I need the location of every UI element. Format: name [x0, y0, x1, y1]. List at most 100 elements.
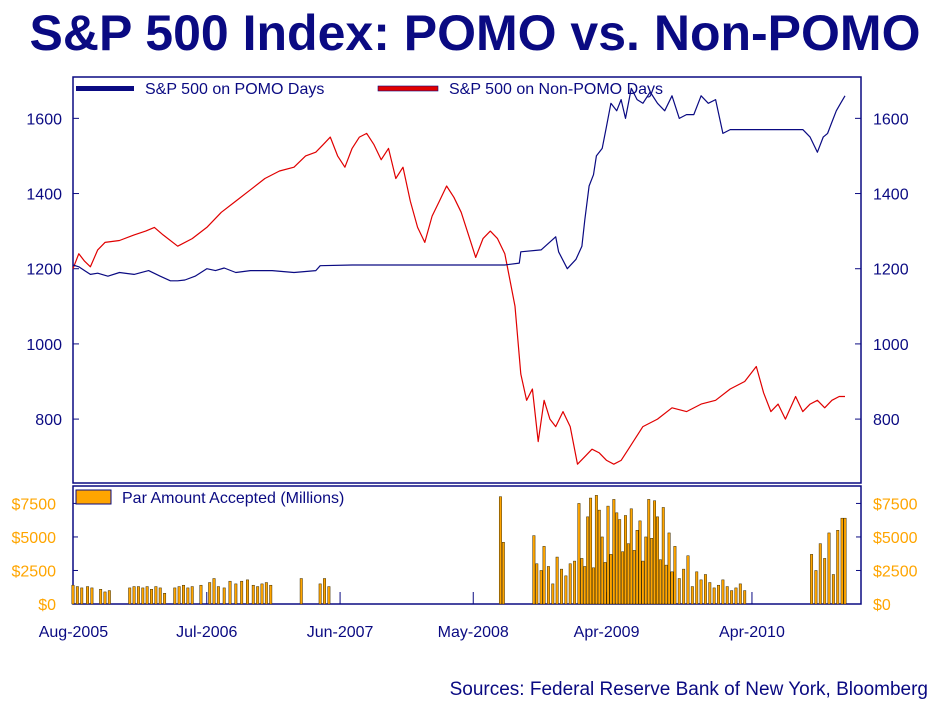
bar [661, 507, 665, 605]
bar-y-tick-label-right: $2500 [873, 563, 918, 580]
bar [103, 591, 107, 605]
bar [583, 566, 587, 605]
bar [840, 517, 844, 605]
bar [234, 583, 238, 605]
y-tick-label-left: 1000 [26, 337, 62, 354]
bar [673, 546, 677, 605]
bar [99, 589, 103, 605]
bar [299, 578, 303, 605]
x-axis: Aug-2005 Jul-2006 Jun-2007 May-2008 Apr-2009… [39, 592, 785, 641]
bar [597, 509, 601, 605]
y-tick-label-right: 1600 [873, 111, 909, 128]
bar [699, 579, 703, 605]
bar [603, 562, 607, 605]
bar [743, 590, 747, 605]
bar [163, 593, 167, 605]
legend-label-par-amount: Par Amount Accepted (Millions) [122, 490, 344, 507]
bar [580, 558, 584, 605]
bar [199, 584, 203, 605]
bar [501, 542, 505, 605]
bar [586, 516, 590, 605]
main-plot-frame [72, 76, 862, 484]
bar-y-tick-label-right: $5000 [873, 530, 918, 547]
bar [677, 578, 681, 605]
bar [703, 574, 707, 605]
bar [71, 584, 75, 605]
x-tick-label: Aug-2005 [39, 624, 108, 641]
bar [656, 516, 659, 605]
bar [641, 560, 645, 605]
bar [609, 554, 613, 605]
legend-label-non-pomo: S&P 500 on Non-POMO Days [449, 81, 663, 98]
bar [594, 495, 598, 605]
bar [190, 586, 194, 605]
bar [80, 587, 84, 605]
legend-label-pomo: S&P 500 on POMO Days [145, 81, 324, 98]
main-y-axis: 800 800 1000 1000 1200 1200 1400 1400 1600 1600 [26, 111, 908, 429]
bar [318, 583, 322, 605]
bar [551, 583, 555, 605]
bar [327, 586, 331, 605]
bar [621, 551, 625, 605]
bar [670, 571, 674, 605]
par-amount-bars [71, 495, 847, 605]
bar [145, 586, 149, 605]
bar [664, 564, 668, 605]
x-tick-label: Jul-2006 [176, 624, 237, 641]
bar-y-tick-label-left: $7500 [12, 496, 57, 513]
bar [560, 568, 563, 605]
bar [323, 578, 326, 605]
bar [836, 530, 840, 605]
bar [589, 497, 593, 605]
bar [712, 587, 716, 605]
bar [686, 555, 690, 605]
bar [222, 587, 226, 605]
bar [136, 586, 140, 605]
bar [132, 586, 136, 605]
bar [90, 587, 94, 605]
y-tick-label-left: 800 [35, 412, 62, 429]
bar [814, 570, 818, 605]
x-tick-label: Apr-2010 [719, 624, 785, 641]
bar [615, 512, 619, 605]
bar [555, 556, 559, 605]
bar [246, 579, 249, 605]
bar-legend: Par Amount Accepted (Millions) [75, 489, 344, 507]
bar [542, 546, 546, 605]
bar [186, 587, 190, 605]
legend-swatch-pomo [76, 86, 134, 91]
bar [568, 563, 572, 605]
source-note: Sources: Federal Reserve Bank of New Yor… [449, 679, 928, 700]
bar [827, 532, 831, 605]
chart-title: S&P 500 Index: POMO vs. Non-POMO [29, 5, 921, 61]
bar [606, 505, 610, 605]
bar [708, 582, 712, 605]
x-tick-label: May-2008 [438, 624, 509, 641]
bar [618, 519, 622, 605]
bar [632, 550, 636, 605]
pomo-line [72, 87, 846, 282]
bar [107, 590, 111, 605]
bar [650, 538, 654, 605]
bar [600, 536, 604, 605]
bar [667, 532, 671, 605]
y-tick-label-left: 1400 [26, 187, 62, 204]
bar [177, 586, 181, 605]
bar [535, 563, 539, 605]
bar [626, 543, 630, 605]
bar [629, 508, 633, 605]
y-tick-label-right: 1200 [873, 262, 909, 279]
bar [573, 560, 577, 605]
bar-y-tick-label-left: $2500 [12, 563, 57, 580]
bar [734, 587, 738, 605]
bar [725, 586, 729, 605]
bar [208, 582, 212, 605]
bar [592, 567, 595, 605]
bar [717, 584, 720, 605]
bar [843, 517, 847, 605]
bar [810, 554, 814, 605]
bar [154, 586, 158, 605]
bar [269, 584, 273, 605]
bar [730, 590, 734, 605]
